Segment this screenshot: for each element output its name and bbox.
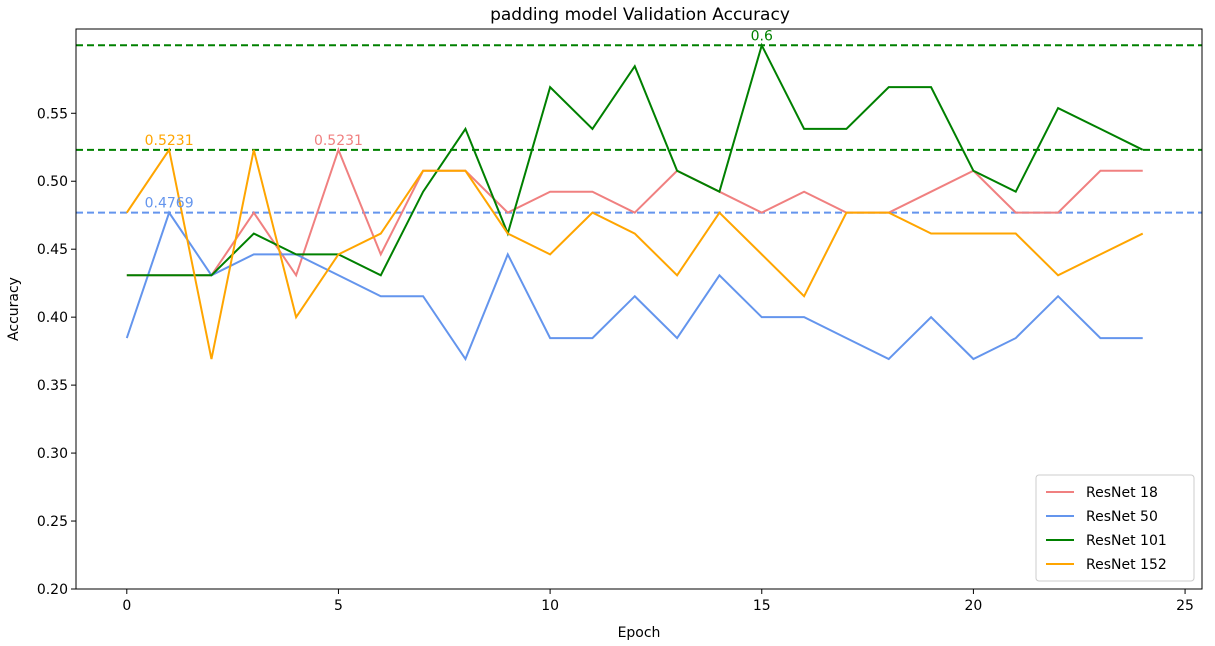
y-axis: 0.20 0.25 0.30 0.35 0.40 0.45 0.50 0.55 [37, 106, 76, 598]
series-line [125, 147, 1144, 360]
x-tick-label: 5 [334, 598, 343, 614]
legend-label: ResNet 18 [1086, 485, 1158, 501]
chart-title: padding model Validation Accuracy [490, 5, 790, 25]
legend: ResNet 18 ResNet 50 ResNet 101 ResNet 152 [1035, 474, 1195, 582]
y-tick-label: 0.50 [37, 174, 68, 190]
x-tick-label: 20 [964, 598, 982, 614]
y-tick-label: 0.45 [37, 242, 68, 258]
x-tick-label: 10 [541, 598, 559, 614]
y-tick-label: 0.25 [37, 514, 68, 530]
legend-label: ResNet 101 [1086, 533, 1167, 549]
annotation-label: 0.5231 [314, 133, 363, 149]
y-tick-label: 0.20 [37, 582, 68, 598]
y-axis-label: Accuracy [6, 277, 22, 341]
legend-label: ResNet 152 [1086, 557, 1167, 573]
y-tick-label: 0.35 [37, 378, 68, 394]
annotation-label: 0.6 [751, 28, 773, 44]
x-tick-label: 15 [753, 598, 771, 614]
x-tick-label: 0 [122, 598, 131, 614]
x-tick-label: 25 [1176, 598, 1194, 614]
annotation-label: 0.5231 [145, 133, 194, 149]
plot-frame [75, 28, 1203, 590]
y-tick-label: 0.55 [37, 106, 68, 122]
series-line [126, 42, 1144, 277]
x-axis-label: Epoch [618, 625, 661, 641]
y-tick-label: 0.40 [37, 310, 68, 326]
legend-label: ResNet 50 [1086, 509, 1158, 525]
y-tick-label: 0.30 [37, 446, 68, 462]
x-axis: 0 5 10 15 20 25 [122, 589, 1194, 614]
annotation-label: 0.4769 [145, 196, 194, 212]
legend-box [1035, 474, 1195, 582]
